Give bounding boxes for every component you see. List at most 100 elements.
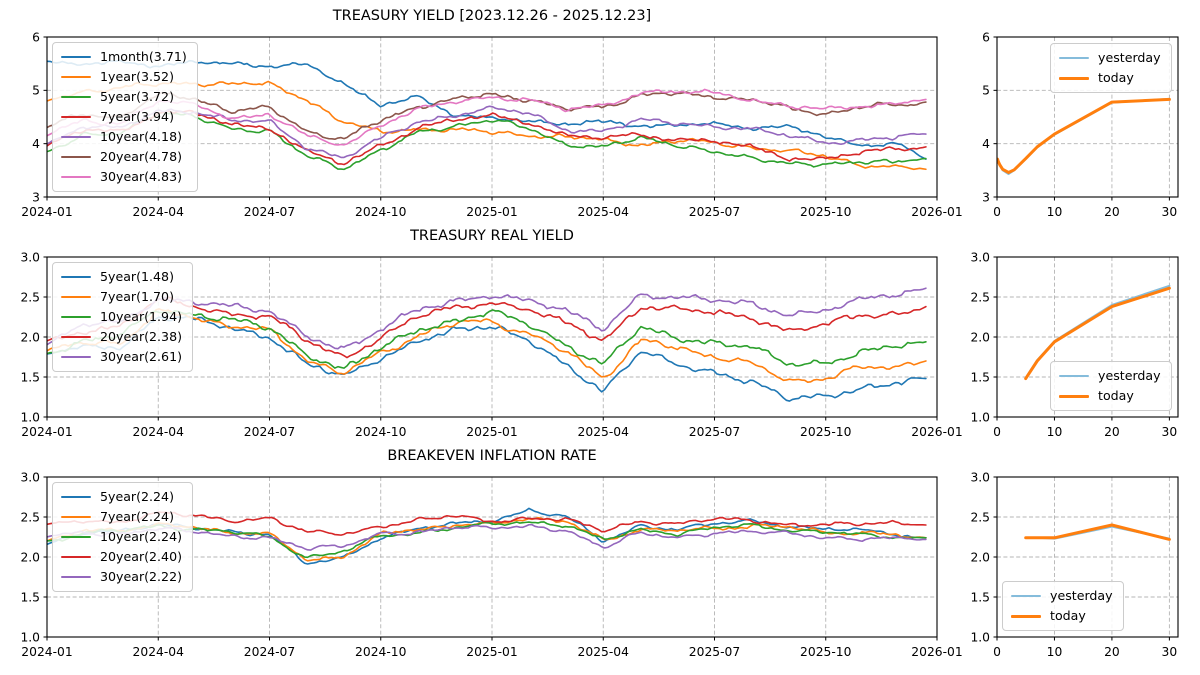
legend-line-swatch	[61, 496, 91, 498]
y-tick-label: 3.0	[970, 250, 990, 264]
y-tick-label: 1.5	[970, 370, 990, 384]
legend-item: today	[1011, 606, 1113, 626]
legend-line-swatch	[61, 516, 91, 518]
y-tick-label: 1.5	[970, 590, 990, 604]
chart-treasury-real-yield-history: 2024-01 2024-04 2024-07 2024-10 2025-01 2025-…	[20, 250, 962, 439]
x-tick-label: 2025-04	[578, 425, 630, 439]
legend-item-label: 5year(1.48)	[100, 269, 174, 284]
series-line	[47, 287, 927, 350]
x-tick-label: 2025-10	[800, 205, 851, 219]
legend-item-label: 20year(4.78)	[100, 149, 182, 164]
x-tick-label: 2024-01	[21, 645, 72, 659]
chart-breakeven-inflation-history: 2024-01 2024-04 2024-07 2024-10 2025-01 2025-…	[20, 470, 962, 659]
chart-title-treasury-real-yield: TREASURY REAL YIELD	[410, 228, 574, 244]
x-tick-label: 0	[993, 205, 1001, 219]
x-tick-label: 2025-01	[466, 205, 517, 219]
y-tick-label: 1.0	[970, 630, 990, 644]
chart-title-breakeven-inflation: BREAKEVEN INFLATION RATE	[387, 448, 597, 464]
series-line	[47, 308, 927, 383]
y-tick-label: 2.5	[970, 510, 990, 524]
legend-line-swatch	[61, 536, 91, 538]
y-tick-label: 3	[982, 190, 990, 204]
legend-line-swatch	[61, 56, 91, 58]
legend-item-label: 1month(3.71)	[100, 49, 187, 64]
legend-line-swatch	[61, 176, 91, 178]
y-tick-label: 6	[982, 30, 990, 44]
x-tick-label: 10	[1047, 425, 1063, 439]
legend-item-label: 7year(3.94)	[100, 109, 174, 124]
legend-line-swatch	[61, 356, 91, 358]
series-line	[47, 521, 927, 559]
x-tick-label: 20	[1104, 645, 1120, 659]
legend-item-label: 30year(2.22)	[100, 569, 182, 584]
x-tick-label: 20	[1104, 425, 1120, 439]
legend-item: 1year(3.52)	[61, 67, 187, 87]
series-line	[997, 97, 1171, 174]
legend-breakeven-inflation-history: 5year(2.24) 7year(2.24) 10year(2.24) 20year…	[52, 482, 193, 592]
y-tick-label: 3	[32, 190, 40, 204]
legend-line-swatch	[61, 76, 91, 78]
x-tick-label: 2025-10	[800, 645, 851, 659]
legend-item-label: 7year(2.24)	[100, 509, 174, 524]
legend-item-label: 10year(2.24)	[100, 529, 182, 544]
chart-title-treasury-yield: TREASURY YIELD [2023.12.26 - 2025.12.23]	[332, 8, 652, 24]
x-tick-label: 2024-10	[355, 645, 406, 659]
y-tick-label: 5	[982, 84, 990, 98]
legend-line-swatch	[61, 336, 91, 338]
x-tick-label: 2025-07	[689, 425, 740, 439]
series-line	[1024, 286, 1171, 381]
legend-line-swatch	[61, 556, 91, 558]
y-tick-label: 2.5	[20, 510, 40, 524]
legend-item-label: 30year(4.83)	[100, 169, 182, 184]
x-tick-label: 10	[1047, 205, 1063, 219]
legend-line-swatch	[1059, 394, 1089, 398]
x-tick-label: 2024-07	[244, 205, 295, 219]
y-tick-label: 2.5	[970, 290, 990, 304]
x-tick-label: 2025-04	[578, 205, 630, 219]
legend-treasury-yield-history: 1month(3.71) 1year(3.52) 5year(3.72) 7year(…	[52, 42, 198, 192]
x-tick-label: 2026-01	[911, 425, 962, 439]
x-tick-label: 0	[993, 425, 1001, 439]
x-tick-label: 2025-07	[689, 645, 740, 659]
legend-item-label: today	[1098, 70, 1134, 85]
x-tick-label: 2024-10	[355, 425, 406, 439]
x-tick-label: 2024-01	[21, 205, 72, 219]
legend-item: 20year(2.38)	[61, 327, 182, 347]
legend-line-swatch	[1059, 375, 1089, 377]
x-tick-label: 2024-01	[21, 425, 72, 439]
legend-item-label: today	[1098, 388, 1134, 403]
legend-item-label: 20year(2.40)	[100, 549, 182, 564]
legend-item: 5year(3.72)	[61, 87, 187, 107]
x-tick-label: 0	[993, 645, 1001, 659]
y-tick-label: 3.0	[970, 470, 990, 484]
y-tick-label: 1.0	[970, 410, 990, 424]
legend-item: 7year(3.94)	[61, 107, 187, 127]
x-tick-label: 2026-01	[911, 205, 962, 219]
y-tick-label: 1.5	[20, 590, 40, 604]
legend-item-label: yesterday	[1098, 50, 1161, 65]
x-tick-label: 2024-07	[244, 425, 295, 439]
x-tick-label: 2024-04	[133, 425, 185, 439]
legend-item: 20year(4.78)	[61, 147, 187, 167]
legend-item: 30year(4.83)	[61, 167, 187, 187]
legend-treasury-real-yield-curve: yesterday today	[1050, 361, 1172, 411]
legend-item-label: 20year(2.38)	[100, 329, 182, 344]
x-tick-label: 2025-01	[466, 425, 517, 439]
x-tick-label: 2024-04	[133, 645, 185, 659]
y-tick-label: 4	[32, 137, 40, 151]
plot-border	[996, 36, 1179, 198]
x-tick-label: 2024-04	[133, 205, 185, 219]
legend-line-swatch	[61, 296, 91, 298]
legend-item: 30year(2.22)	[61, 567, 182, 587]
legend-line-swatch	[61, 576, 91, 578]
legend-line-swatch	[1059, 57, 1089, 59]
x-tick-label: 30	[1162, 205, 1178, 219]
series-line	[1024, 523, 1171, 541]
legend-line-swatch	[61, 96, 91, 98]
x-tick-label: 2025-10	[800, 425, 851, 439]
y-tick-label: 2.0	[970, 550, 990, 564]
y-tick-label: 2.5	[20, 290, 40, 304]
legend-breakeven-inflation-curve: yesterday today	[1002, 581, 1124, 631]
legend-item-label: 5year(3.72)	[100, 89, 174, 104]
series-line	[47, 296, 927, 359]
